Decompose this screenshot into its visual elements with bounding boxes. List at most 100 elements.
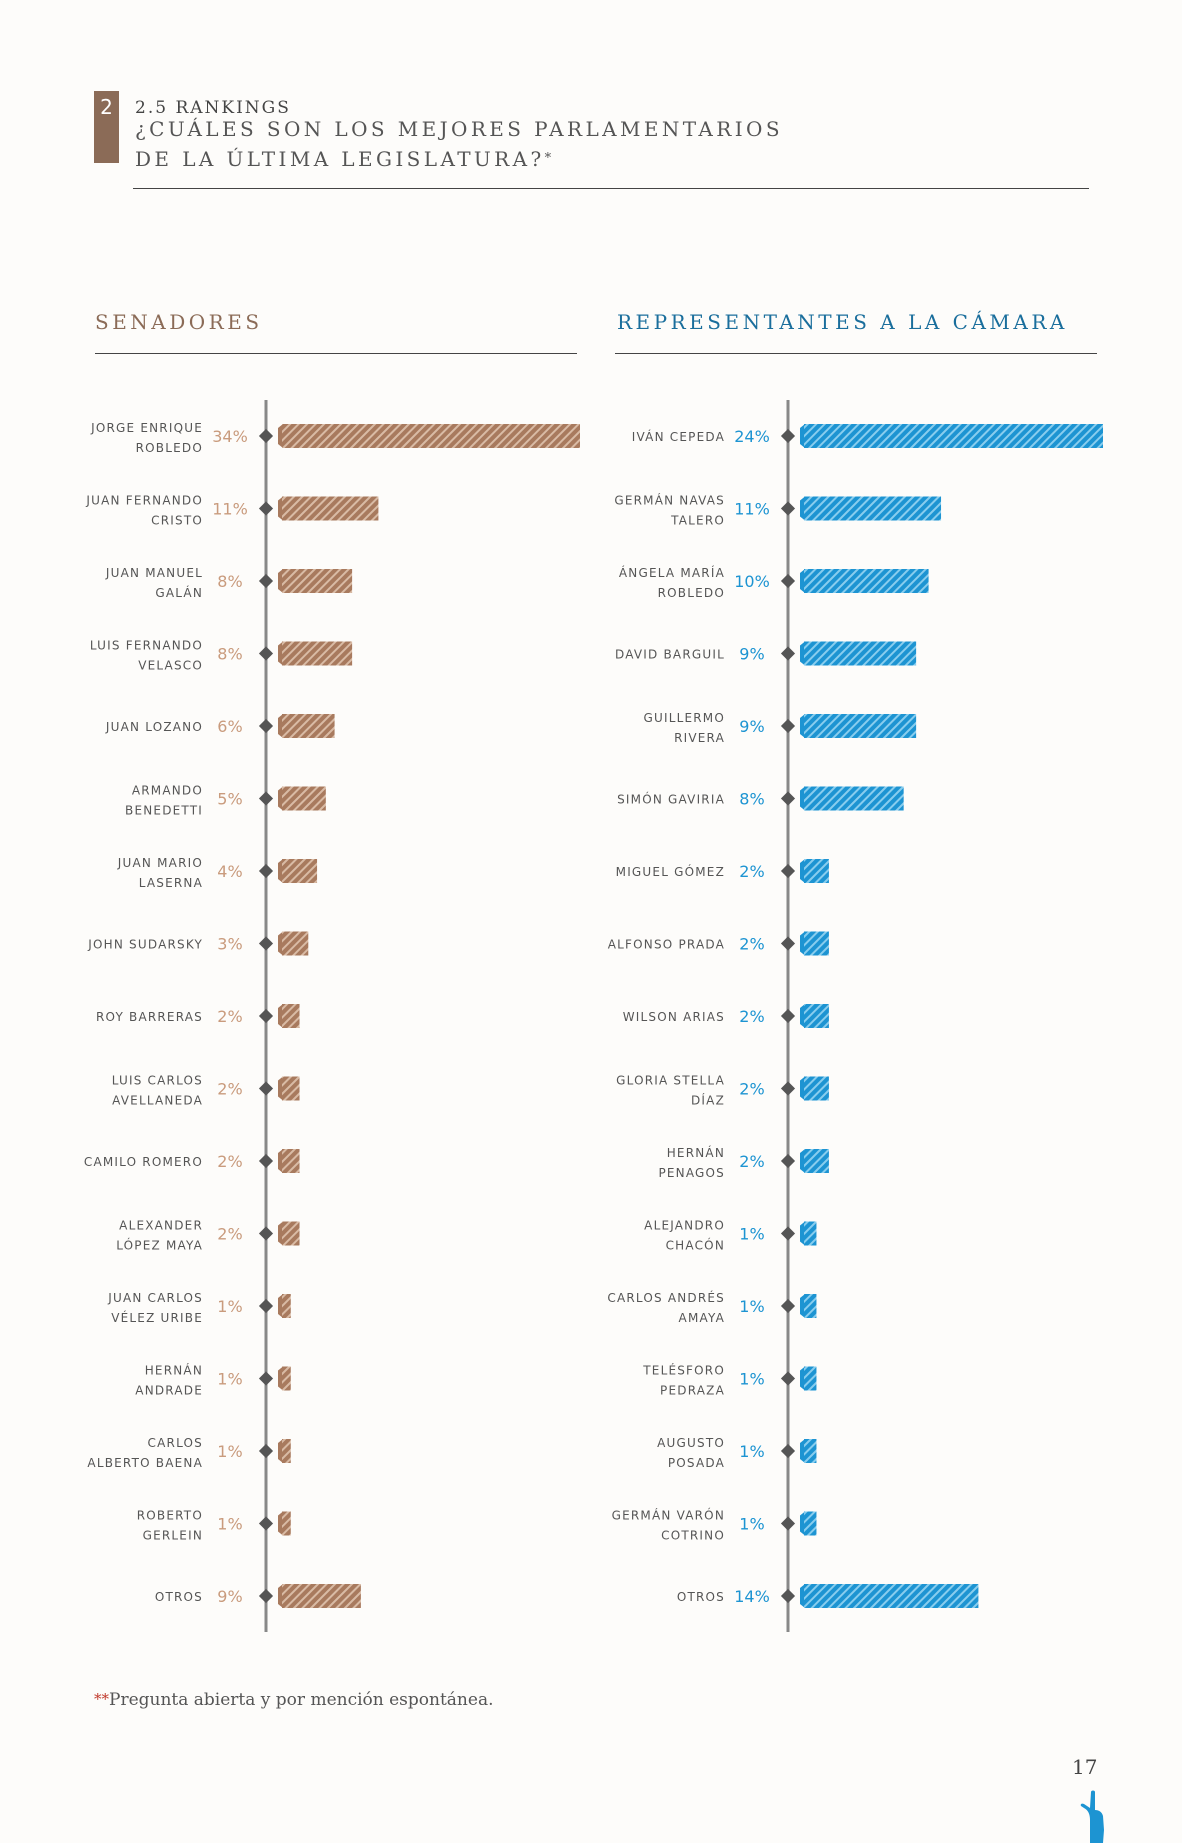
representantes-bar-0 (804, 424, 1103, 448)
representantes-category-label-4-line-0: GUILLERMO (643, 711, 725, 725)
section-number: 2 (100, 95, 113, 119)
representantes-category-label-6: MIGUEL GÓMEZ (616, 864, 725, 879)
representantes-bar-9 (804, 1076, 829, 1101)
representantes-bar-1 (804, 496, 942, 521)
representantes-category-label-5: SIMÓN GAVIRIA (617, 792, 725, 807)
representantes-bar-cap-6 (800, 859, 805, 883)
senadores-bar-cap-1 (278, 496, 283, 521)
representantes-category-label-10: HERNÁN PENAGOS (658, 1145, 725, 1180)
representantes-marker-5 (780, 791, 796, 806)
representantes-category-label-10-line-1: PENAGOS (658, 1166, 725, 1180)
representantes-bar-7 (804, 931, 829, 956)
senadores-category-label-9-line-1: AVELLANEDA (112, 1094, 203, 1108)
representantes-bar-12 (804, 1294, 817, 1318)
senadores-value-label-0: 34% (212, 427, 248, 446)
representantes-marker-11 (780, 1226, 796, 1241)
senadores-category-label-3-line-0: LUIS FERNANDO (90, 639, 203, 653)
senadores-marker-0 (258, 428, 274, 444)
representantes-value-label-13: 1% (739, 1370, 764, 1389)
senadores-bar-6 (282, 859, 318, 883)
representantes-category-label-16-line-0: OTROS (677, 1590, 725, 1604)
senadores-category-label-1: JUAN FERNANDO CRISTO (85, 494, 203, 528)
senadores-value-label-10: 2% (217, 1152, 242, 1171)
representantes-marker-14 (780, 1443, 796, 1459)
senadores-category-label-7: JOHN SUDARSKY (87, 938, 203, 952)
representantes-value-label-11: 1% (739, 1225, 764, 1244)
senadores-title: SENADORES (95, 310, 263, 334)
senadores-category-label-6-line-0: JUAN MARIO (117, 856, 203, 870)
representantes-bar-14 (804, 1439, 817, 1463)
title-footnote-marker: * (544, 151, 555, 166)
representantes-category-label-2: ÁNGELA MARÍA ROBLEDO (619, 565, 725, 600)
senadores-bar-cap-15 (278, 1511, 283, 1536)
pointing-hand-icon (1080, 1790, 1104, 1843)
senadores-category-label-5-line-1: BENEDETTI (125, 804, 203, 818)
senadores-bar-cap-8 (278, 1004, 283, 1028)
senadores-value-label-15: 1% (217, 1515, 242, 1534)
representantes-category-label-5-line-0: SIMÓN GAVIRIA (617, 792, 725, 807)
senadores-bar-10 (282, 1149, 300, 1173)
senadores-value-label-14: 1% (217, 1442, 242, 1461)
senadores-category-label-10: CAMILO ROMERO (84, 1155, 203, 1169)
senadores-category-label-7-line-0: JOHN SUDARSKY (87, 938, 203, 952)
senadores-category-label-4: JUAN LOZANO (105, 720, 203, 734)
representantes-bar-2 (804, 569, 929, 593)
representantes-category-label-2-line-0: ÁNGELA MARÍA (619, 565, 725, 580)
senadores-bar-4 (282, 714, 335, 738)
representantes-value-label-9: 2% (739, 1080, 764, 1099)
senadores-rule (95, 353, 577, 354)
senadores-bar-cap-10 (278, 1149, 283, 1173)
representantes-marker-12 (780, 1298, 796, 1314)
senadores-category-label-9-line-0: LUIS CARLOS (112, 1074, 203, 1088)
senadores-marker-8 (258, 1008, 274, 1024)
representantes-category-label-1: GERMÁN NAVAS TALERO (614, 493, 725, 528)
senadores-value-label-2: 8% (217, 572, 242, 591)
representantes-marker-0 (780, 428, 796, 444)
representantes-category-label-9-line-1: DÍAZ (691, 1093, 725, 1108)
senadores-category-label-12-line-0: JUAN CARLOS (107, 1291, 203, 1305)
senadores-bar-14 (282, 1439, 291, 1463)
representantes-bar-cap-8 (800, 1004, 805, 1028)
senadores-category-label-11-line-1: LÓPEZ MAYA (116, 1238, 203, 1253)
senadores-marker-1 (258, 501, 274, 516)
representantes-category-label-4-line-1: RIVERA (674, 731, 725, 745)
senadores-bar-cap-0 (278, 424, 283, 448)
representantes-value-label-1: 11% (734, 500, 770, 519)
representantes-bar-cap-10 (800, 1149, 805, 1173)
representantes-marker-2 (780, 573, 796, 589)
senadores-marker-6 (258, 863, 274, 879)
representantes-marker-10 (780, 1153, 796, 1169)
representantes-marker-8 (780, 1008, 796, 1024)
senadores-marker-4 (258, 718, 274, 734)
senadores-value-label-3: 8% (217, 645, 242, 664)
representantes-category-label-13-line-1: PEDRAZA (660, 1384, 725, 1398)
representantes-category-label-11-line-1: CHACÓN (666, 1238, 725, 1253)
representantes-category-label-0: IVÁN CEPEDA (632, 429, 725, 444)
senadores-value-label-11: 2% (217, 1225, 242, 1244)
representantes-bar-cap-13 (800, 1366, 805, 1391)
senadores-category-label-11: ALEXANDER LÓPEZ MAYA (116, 1219, 203, 1253)
representantes-category-label-12: CARLOS ANDRÉS AMAYA (607, 1290, 725, 1325)
senadores-value-label-6: 4% (217, 862, 242, 881)
representantes-category-label-3-line-0: DAVID BARGUIL (615, 648, 725, 662)
representantes-marker-13 (780, 1371, 796, 1386)
representantes-category-label-14: AUGUSTO POSADA (657, 1436, 725, 1470)
representantes-bar-cap-11 (800, 1221, 805, 1246)
senadores-bar-cap-9 (278, 1076, 283, 1101)
representantes-value-label-3: 9% (739, 645, 764, 664)
representantes-bar-3 (804, 641, 917, 666)
representantes-marker-9 (780, 1081, 796, 1096)
representantes-bar-cap-16 (800, 1584, 805, 1608)
representantes-category-label-9-line-0: GLORIA STELLA (616, 1074, 725, 1088)
representantes-category-label-12-line-1: AMAYA (679, 1311, 725, 1325)
representantes-category-label-0-line-0: IVÁN CEPEDA (632, 429, 725, 444)
representantes-category-label-16: OTROS (677, 1590, 725, 1604)
senadores-bar-cap-6 (278, 859, 283, 883)
representantes-category-label-2-line-1: ROBLEDO (658, 586, 725, 600)
senadores-category-label-15-line-1: GERLEIN (143, 1529, 203, 1543)
representantes-marker-16 (780, 1588, 796, 1604)
representantes-category-label-7: ALFONSO PRADA (608, 938, 725, 952)
senadores-value-label-8: 2% (217, 1007, 242, 1026)
senadores-bar-cap-2 (278, 569, 283, 593)
